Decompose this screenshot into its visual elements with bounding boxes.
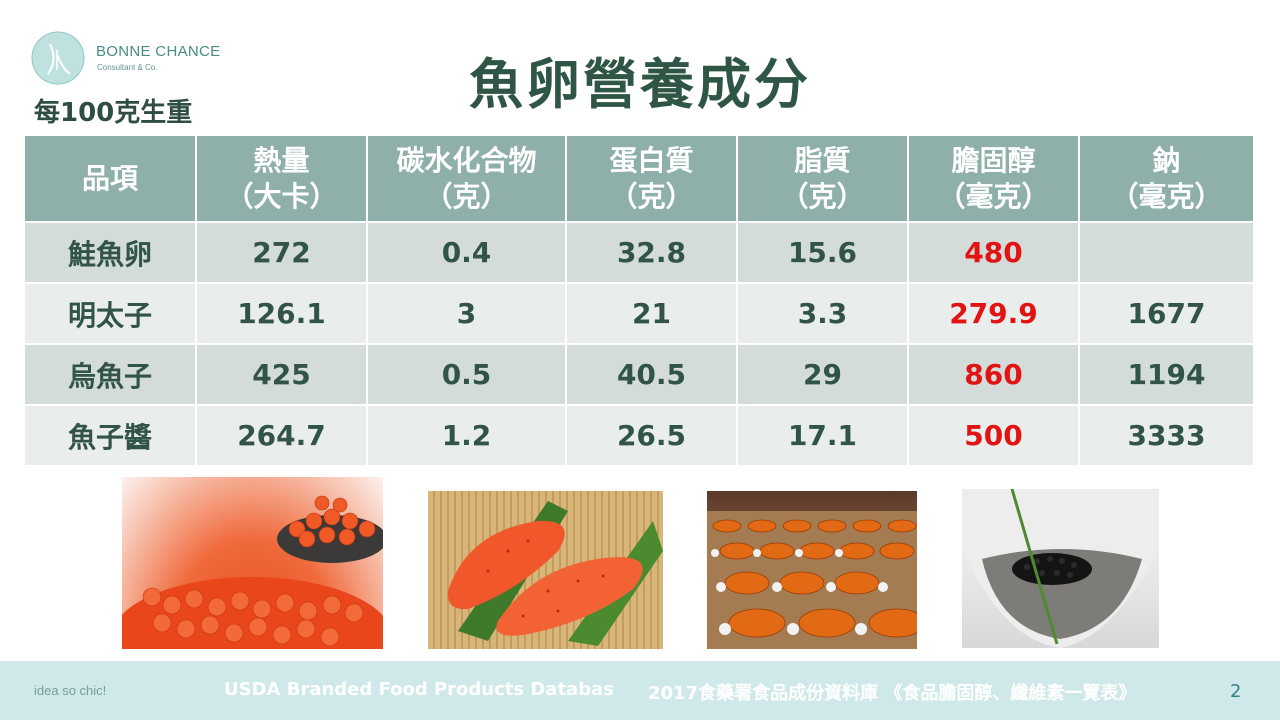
cell-cholesterol: 860 bbox=[908, 344, 1080, 406]
salmon-roe-photo bbox=[122, 477, 383, 649]
per-unit-label: 每100克生重 bbox=[34, 98, 193, 128]
cell-protein: 26.5 bbox=[566, 405, 738, 467]
brand-logo: BONNE CHANCE Consultant & Co. bbox=[30, 30, 230, 86]
nutrition-table: 品項 熱量 （大卡） 碳水化合物 （克） 蛋白質 （克） 脂質 （克） 膽固醇 （毫克） … bbox=[25, 136, 1253, 467]
header-calories: 熱量 （大卡） bbox=[196, 136, 368, 223]
table-row: 魚子醬 264.7 1.2 26.5 17.1 500 3333 bbox=[25, 405, 1253, 467]
cell-sodium: 1677 bbox=[1079, 283, 1253, 345]
cell-sodium: 3333 bbox=[1079, 405, 1253, 467]
cell-item: 鮭魚卵 bbox=[25, 222, 197, 284]
table-row: 烏魚子 425 0.5 40.5 29 860 1194 bbox=[25, 344, 1253, 406]
footer-bar: idea so chic! USDA Branded Food Products… bbox=[0, 661, 1280, 720]
cell-cholesterol: 279.9 bbox=[908, 283, 1080, 345]
cell-protein: 40.5 bbox=[566, 344, 738, 406]
table-row: 明太子 126.1 3 21 3.3 279.9 1677 bbox=[25, 283, 1253, 345]
logo-name: BONNE CHANCE bbox=[96, 43, 221, 60]
salmon-roe-illustration bbox=[122, 495, 383, 649]
cell-cholesterol: 500 bbox=[908, 405, 1080, 467]
cell-fat: 15.6 bbox=[737, 222, 909, 284]
cell-carbs: 0.4 bbox=[367, 222, 567, 284]
header-item: 品項 bbox=[25, 136, 197, 223]
table-header-row: 品項 熱量 （大卡） 碳水化合物 （克） 蛋白質 （克） 脂質 （克） 膽固醇 （毫克） … bbox=[25, 136, 1253, 223]
cell-cholesterol: 480 bbox=[908, 222, 1080, 284]
cell-item: 烏魚子 bbox=[25, 344, 197, 406]
cell-carbs: 3 bbox=[367, 283, 567, 345]
mentaiko-illustration bbox=[447, 501, 663, 646]
header-carbs: 碳水化合物 （克） bbox=[367, 136, 567, 223]
cell-carbs: 1.2 bbox=[367, 405, 567, 467]
cell-sodium: 1194 bbox=[1079, 344, 1253, 406]
header-sodium: 鈉（毫克） bbox=[1079, 136, 1253, 223]
logo-mark-icon bbox=[31, 31, 85, 85]
header-protein: 蛋白質 （克） bbox=[566, 136, 738, 223]
cell-item: 明太子 bbox=[25, 283, 197, 345]
caviar-photo bbox=[962, 489, 1159, 648]
caviar-illustration bbox=[962, 489, 1159, 648]
cell-carbs: 0.5 bbox=[367, 344, 567, 406]
cell-fat: 29 bbox=[737, 344, 909, 406]
cell-calories: 425 bbox=[196, 344, 368, 406]
cell-calories: 264.7 bbox=[196, 405, 368, 467]
table-row: 鮭魚卵 272 0.4 32.8 15.6 480 bbox=[25, 222, 1253, 284]
mullet-roe-photo bbox=[707, 491, 917, 649]
cell-sodium bbox=[1079, 222, 1253, 284]
logo-subtitle: Consultant & Co. bbox=[97, 63, 158, 72]
cell-protein: 21 bbox=[566, 283, 738, 345]
header-cholesterol: 膽固醇 （毫克） bbox=[908, 136, 1080, 223]
footer-source-fda: 2017食藥署食品成份資料庫 《食品膽固醇、纖維素一覽表》 bbox=[648, 683, 1137, 704]
cell-fat: 3.3 bbox=[737, 283, 909, 345]
cell-calories: 126.1 bbox=[196, 283, 368, 345]
footer-tagline: idea so chic! bbox=[34, 683, 107, 698]
cell-item: 魚子醬 bbox=[25, 405, 197, 467]
cell-fat: 17.1 bbox=[737, 405, 909, 467]
page-number: 2 bbox=[1230, 681, 1242, 702]
cell-calories: 272 bbox=[196, 222, 368, 284]
mentaiko-photo bbox=[428, 491, 663, 649]
page-title: 魚卵營養成分 bbox=[469, 53, 811, 116]
header-fat: 脂質 （克） bbox=[737, 136, 909, 223]
mullet-roe-illustration bbox=[707, 511, 917, 649]
cell-protein: 32.8 bbox=[566, 222, 738, 284]
footer-source-usda: USDA Branded Food Products Databas bbox=[224, 679, 614, 700]
